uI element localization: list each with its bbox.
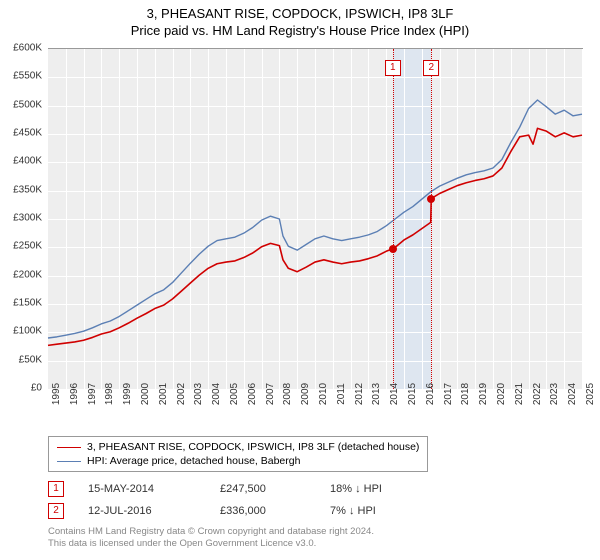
y-tick-label: £450K [13,128,42,139]
transactions-table: 1 15-MAY-2014 £247,500 18% ↓ HPI 2 12-JU… [48,478,410,522]
x-tick-label: 2001 [158,383,169,405]
x-tick-label: 1996 [69,383,80,405]
chart-container: 3, PHEASANT RISE, COPDOCK, IPSWICH, IP8 … [0,0,600,560]
x-tick-label: 2015 [407,383,418,405]
y-tick-label: £50K [19,354,42,365]
transaction-marker: 1 [48,481,64,497]
x-tick-label: 1999 [122,383,133,405]
x-tick-label: 2024 [567,383,578,405]
legend-swatch-blue [57,461,81,462]
chart-plot-area: 12 [48,48,583,389]
x-tick-label: 2003 [193,383,204,405]
x-tick-label: 2019 [478,383,489,405]
subtitle: Price paid vs. HM Land Registry's House … [0,23,600,38]
series-hpi [48,100,582,338]
footer-line: Contains HM Land Registry data © Crown c… [48,526,374,538]
legend-label: 3, PHEASANT RISE, COPDOCK, IPSWICH, IP8 … [87,441,419,453]
x-tick-label: 2012 [354,383,365,405]
x-tick-label: 2023 [549,383,560,405]
data-point-dot [389,245,397,253]
x-tick-label: 2000 [140,383,151,405]
x-tick-label: 2022 [532,383,543,405]
x-tick-label: 2004 [211,383,222,405]
data-point-dot [427,195,435,203]
x-tick-label: 2009 [300,383,311,405]
x-tick-label: 2005 [229,383,240,405]
transaction-diff: 7% ↓ HPI [330,505,410,517]
legend-swatch-red [57,447,81,448]
x-tick-label: 2011 [336,383,347,405]
footer-line: This data is licensed under the Open Gov… [48,538,374,550]
x-tick-label: 2020 [496,383,507,405]
transaction-price: £336,000 [220,505,330,517]
footer-attribution: Contains HM Land Registry data © Crown c… [48,526,374,550]
chart-svg [48,49,582,389]
x-tick-label: 2008 [282,383,293,405]
transaction-row: 2 12-JUL-2016 £336,000 7% ↓ HPI [48,500,410,522]
x-tick-label: 2018 [460,383,471,405]
transaction-date: 12-JUL-2016 [88,505,220,517]
y-tick-label: £100K [13,326,42,337]
chart-marker-box: 2 [423,60,439,76]
transaction-row: 1 15-MAY-2014 £247,500 18% ↓ HPI [48,478,410,500]
chart-marker-box: 1 [385,60,401,76]
y-tick-label: £0 [31,383,42,394]
address-title: 3, PHEASANT RISE, COPDOCK, IPSWICH, IP8 … [0,6,600,21]
x-tick-label: 2013 [371,383,382,405]
y-tick-label: £350K [13,184,42,195]
transaction-diff: 18% ↓ HPI [330,483,410,495]
title-block: 3, PHEASANT RISE, COPDOCK, IPSWICH, IP8 … [0,0,600,38]
y-tick-label: £200K [13,269,42,280]
y-tick-label: £300K [13,213,42,224]
y-tick-label: £400K [13,156,42,167]
x-tick-label: 1995 [51,383,62,405]
y-tick-label: £550K [13,71,42,82]
x-tick-label: 2002 [176,383,187,405]
y-tick-label: £600K [13,43,42,54]
y-tick-label: £250K [13,241,42,252]
y-tick-label: £150K [13,298,42,309]
legend-item-hpi: HPI: Average price, detached house, Babe… [57,454,419,468]
x-tick-label: 2017 [443,383,454,405]
transaction-price: £247,500 [220,483,330,495]
x-tick-label: 2016 [425,383,436,405]
x-axis: 1995199619971998199920002001200220032004… [48,390,582,440]
x-tick-label: 2014 [389,383,400,405]
x-tick-label: 2021 [514,383,525,405]
x-tick-label: 2006 [247,383,258,405]
legend: 3, PHEASANT RISE, COPDOCK, IPSWICH, IP8 … [48,436,428,472]
y-axis: £0£50K£100K£150K£200K£250K£300K£350K£400… [0,48,46,388]
x-tick-label: 2007 [265,383,276,405]
x-tick-label: 2010 [318,383,329,405]
legend-item-price-paid: 3, PHEASANT RISE, COPDOCK, IPSWICH, IP8 … [57,440,419,454]
transaction-date: 15-MAY-2014 [88,483,220,495]
y-tick-label: £500K [13,99,42,110]
x-tick-label: 1997 [87,383,98,405]
series-price-paid [48,128,582,345]
x-tick-label: 1998 [104,383,115,405]
transaction-marker: 2 [48,503,64,519]
x-tick-label: 2025 [585,383,596,405]
legend-label: HPI: Average price, detached house, Babe… [87,455,300,467]
